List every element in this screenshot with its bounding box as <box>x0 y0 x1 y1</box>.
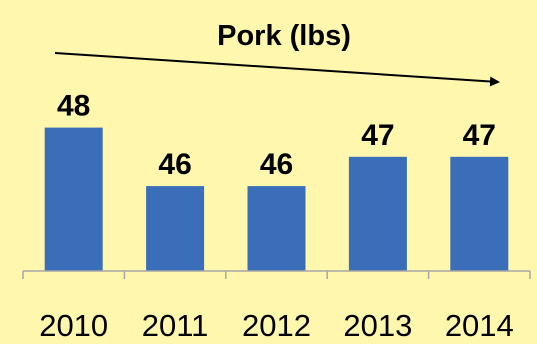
bar-2012 <box>247 186 306 271</box>
data-label-2014: 47 <box>463 119 496 152</box>
x-tick-label-2011: 2011 <box>142 308 209 343</box>
bar-2013 <box>348 156 407 271</box>
bar-2014 <box>450 156 509 271</box>
bar-2011 <box>146 186 205 271</box>
x-axis <box>22 270 531 279</box>
bars-layer <box>44 127 509 271</box>
x-tick-label-2012: 2012 <box>242 308 311 343</box>
data-labels-layer: 48 46 46 47 47 <box>57 90 496 182</box>
data-label-2013: 47 <box>361 119 394 152</box>
bar-2010 <box>44 127 103 271</box>
x-tick-label-2014: 2014 <box>445 308 514 343</box>
data-label-2010: 48 <box>57 90 90 123</box>
data-label-2011: 46 <box>158 148 191 181</box>
chart-title: Pork (lbs) <box>217 20 351 52</box>
x-tick-label-2010: 2010 <box>39 308 108 343</box>
x-tick-labels: 2010 2011 2012 2013 2014 <box>39 308 514 343</box>
x-tick-label-2013: 2013 <box>343 308 412 343</box>
trend-arrow <box>54 52 500 87</box>
data-label-2012: 46 <box>260 148 293 181</box>
